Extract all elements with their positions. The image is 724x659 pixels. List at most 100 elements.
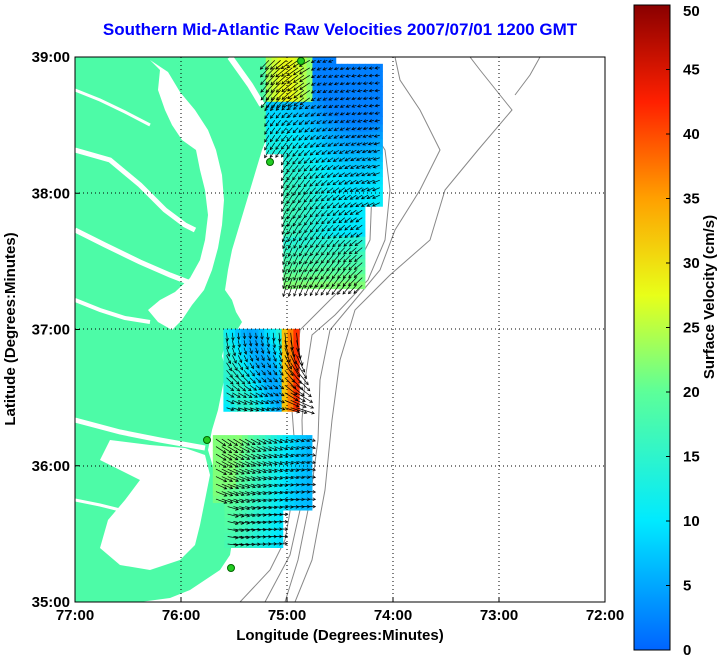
velocity-arrow <box>256 521 266 523</box>
velocity-arrowhead <box>328 97 332 101</box>
velocity-arrowhead <box>331 267 336 272</box>
velocity-arrow <box>363 127 369 130</box>
velocity-arrowhead <box>315 182 319 187</box>
velocity-arrow <box>272 340 276 348</box>
velocity-cell <box>229 366 236 375</box>
velocity-arrow <box>343 239 351 247</box>
velocity-arrowhead <box>372 165 377 169</box>
velocity-arrow <box>227 491 239 496</box>
velocity-arrowhead <box>226 345 230 350</box>
velocity-arrowhead <box>315 167 319 171</box>
velocity-arrowhead <box>252 499 256 503</box>
velocity-arrow <box>334 67 340 70</box>
velocity-arrowhead <box>286 169 290 173</box>
velocity-arrowhead <box>282 245 286 250</box>
velocity-arrowhead <box>315 244 319 248</box>
velocity-arrow <box>315 202 322 210</box>
velocity-arrow <box>239 491 250 496</box>
velocity-arrowhead <box>312 475 317 479</box>
velocity-arrow <box>282 255 287 265</box>
velocity-cell <box>283 131 290 140</box>
velocity-arrow <box>281 180 287 189</box>
velocity-arrowhead <box>306 446 311 450</box>
velocity-cell <box>230 517 237 526</box>
velocity-arrowhead <box>374 88 379 93</box>
velocity-arrow <box>221 461 233 468</box>
velocity-arrowhead <box>275 393 279 397</box>
velocity-arrow <box>284 392 299 401</box>
velocity-arrowhead <box>303 375 307 380</box>
velocity-arrow <box>321 232 328 240</box>
velocity-arrowhead <box>345 112 350 116</box>
velocity-arrowhead <box>298 145 302 149</box>
velocity-arrowhead <box>255 357 259 362</box>
velocity-arrowhead <box>326 275 330 280</box>
velocity-cell <box>347 206 354 215</box>
velocity-arrowhead <box>311 411 315 415</box>
velocity-arrowhead <box>292 153 296 157</box>
velocity-arrow <box>315 157 322 163</box>
velocity-arrow <box>340 104 345 108</box>
velocity-arrow <box>290 362 301 378</box>
velocity-arrowhead <box>287 223 291 227</box>
velocity-arrowhead <box>297 184 302 188</box>
velocity-arrowhead <box>338 212 342 216</box>
velocity-arrowhead <box>266 350 271 355</box>
velocity-arrowhead <box>295 439 300 443</box>
velocity-arrow <box>298 127 305 133</box>
velocity-arrowhead <box>257 455 262 460</box>
velocity-arrowhead <box>287 106 291 111</box>
grid-lines <box>75 57 605 602</box>
velocity-arrow <box>297 483 305 486</box>
velocity-arrowhead <box>309 276 314 281</box>
velocity-arrowhead <box>286 177 290 181</box>
velocity-arrowhead <box>351 127 355 131</box>
velocity-arrowhead <box>368 111 373 115</box>
velocity-arrow <box>310 239 316 248</box>
velocity-arrow <box>321 209 328 217</box>
velocity-cell <box>259 465 266 474</box>
velocity-arrow <box>348 277 357 286</box>
velocity-cell <box>241 472 249 481</box>
velocity-arrow <box>232 362 238 371</box>
velocity-cell <box>283 168 290 177</box>
velocity-arrow <box>344 179 351 185</box>
velocity-arrow <box>309 476 316 478</box>
velocity-cell <box>283 251 290 260</box>
velocity-arrow <box>232 332 234 341</box>
velocity-arrowhead <box>260 104 265 109</box>
velocity-arrow <box>310 134 316 140</box>
velocity-arrow <box>249 407 259 411</box>
velocity-arrowhead <box>275 66 279 70</box>
velocity-arrow <box>333 224 340 231</box>
velocity-arrow <box>373 149 380 153</box>
velocity-arrowhead <box>223 486 228 490</box>
velocity-arrowhead <box>295 367 299 372</box>
velocity-arrowhead <box>301 446 305 450</box>
velocity-arrowhead <box>312 490 317 494</box>
velocity-cell <box>277 123 284 132</box>
velocity-arrowhead <box>362 104 367 108</box>
velocity-arrow <box>233 476 245 482</box>
velocity-arrow <box>280 498 288 501</box>
velocity-arrow <box>303 179 311 187</box>
velocity-cell <box>283 228 290 237</box>
velocity-arrow <box>296 347 303 366</box>
velocity-cell <box>241 457 249 466</box>
velocity-arrow <box>287 67 299 76</box>
velocity-cell <box>212 480 220 489</box>
velocity-arrow <box>309 483 316 486</box>
velocity-cell <box>300 123 308 132</box>
velocity-arrow <box>298 164 305 172</box>
velocity-arrowhead <box>275 89 280 93</box>
velocity-arrowhead <box>309 175 313 180</box>
velocity-arrowhead <box>361 157 366 161</box>
velocity-arrow <box>291 491 299 493</box>
velocity-arrow <box>270 82 281 93</box>
velocity-arrowhead <box>356 126 361 131</box>
velocity-cell <box>247 442 255 451</box>
velocity-arrow <box>315 217 322 225</box>
velocity-arrow <box>322 127 328 132</box>
velocity-arrowhead <box>328 67 332 71</box>
